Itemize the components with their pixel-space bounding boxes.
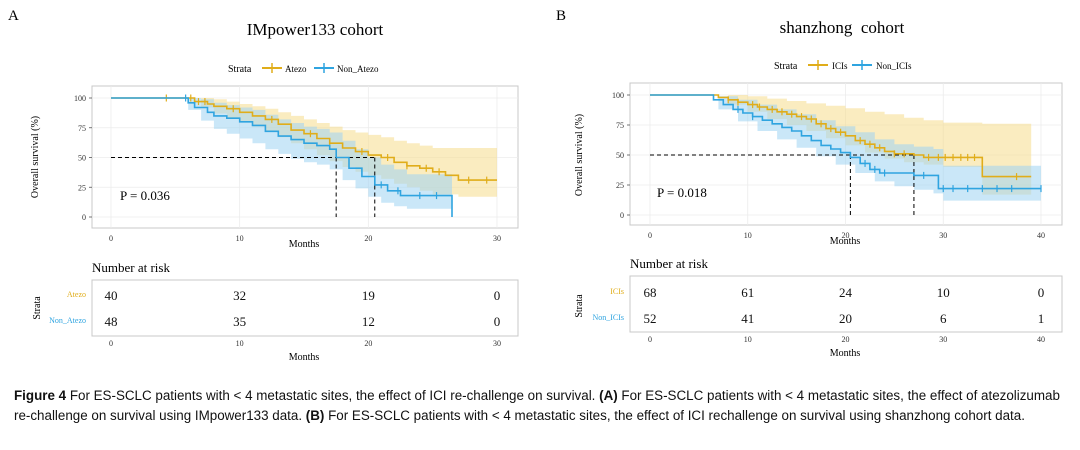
risk-row-label-icis: ICIs xyxy=(610,287,624,296)
x-tick-label: 30 xyxy=(493,234,501,243)
legend-b: Strata ICIs Non_ICIs xyxy=(774,60,912,72)
y-tick-label: 0 xyxy=(620,211,624,220)
risk-value: 24 xyxy=(839,285,853,300)
y-tick-label: 75 xyxy=(78,124,86,133)
y-tick-label: 100 xyxy=(612,91,624,100)
risk-x-tick-label: 20 xyxy=(842,335,850,344)
x-tick-label: 40 xyxy=(1037,231,1045,240)
x-axis-label-b: Months xyxy=(830,236,861,247)
risk-value: 20 xyxy=(839,311,852,326)
risk-value: 32 xyxy=(233,288,246,303)
x-tick-label: 20 xyxy=(364,234,372,243)
risk-x-label-a: Months xyxy=(289,352,320,363)
risk-value: 0 xyxy=(494,288,501,303)
y-tick-label: 0 xyxy=(82,213,86,222)
x-tick-label: 10 xyxy=(744,231,752,240)
risk-value: 6 xyxy=(940,311,947,326)
risk-value: 61 xyxy=(741,285,754,300)
x-tick-label: 30 xyxy=(939,231,947,240)
risk-row-label-non-icis: Non_ICIs xyxy=(592,313,624,322)
risk-value: 52 xyxy=(644,311,657,326)
risk-row-label-atezo: Atezo xyxy=(67,290,86,299)
risk-value: 1 xyxy=(1038,311,1045,326)
legend-label-atezo: Atezo xyxy=(285,64,307,74)
risk-value: 10 xyxy=(937,285,950,300)
risk-x-tick-label: 10 xyxy=(236,339,244,348)
panel-b: B shanzhong cohort Strata ICIs Non_ICIs … xyxy=(556,8,1063,359)
y-tick-label: 75 xyxy=(616,121,624,130)
risk-axis-label-b: Strata xyxy=(574,294,585,318)
legend-title-b: Strata xyxy=(774,61,798,72)
legend-label-icis: ICIs xyxy=(832,61,848,71)
y-tick-label: 50 xyxy=(78,154,86,163)
risk-value: 40 xyxy=(105,288,118,303)
p-value-b: P = 0.018 xyxy=(657,185,707,200)
risk-value: 41 xyxy=(741,311,754,326)
caption-text-1: For ES-SCLC patients with < 4 metastatic… xyxy=(66,388,600,403)
x-tick-label: 0 xyxy=(648,231,652,240)
risk-x-tick-label: 30 xyxy=(939,335,947,344)
risk-x-tick-label: 0 xyxy=(109,339,113,348)
risk-table-box-b xyxy=(629,275,1063,333)
survival-curves-a xyxy=(111,94,497,217)
y-tick-label: 50 xyxy=(616,151,624,160)
y-tick-label: 25 xyxy=(78,183,86,192)
survival-curve-control xyxy=(650,94,1041,190)
chart-title-b: shanzhong cohort xyxy=(780,18,905,37)
risk-table-title-a: Number at risk xyxy=(92,260,170,275)
risk-value: 35 xyxy=(233,314,246,329)
risk-value: 48 xyxy=(105,314,118,329)
risk-value: 12 xyxy=(362,314,375,329)
y-axis-label-b: Overall survival (%) xyxy=(574,114,585,196)
risk-values-a: 40 32 19 0 48 35 12 0 0 10 20 30 xyxy=(105,288,502,348)
ci-band-control xyxy=(650,95,1041,201)
y-tick-label: 100 xyxy=(74,94,86,103)
x-axis-label-a: Months xyxy=(289,239,320,250)
risk-value: 19 xyxy=(362,288,375,303)
risk-x-tick-label: 30 xyxy=(493,339,501,348)
survival-curves-b xyxy=(650,94,1042,215)
panel-a: A IMpower133 cohort Strata Atezo Non_Ate… xyxy=(8,8,519,363)
ci-bands-b xyxy=(650,95,1041,201)
legend-label-non-icis: Non_ICIs xyxy=(876,61,912,71)
risk-axis-label-a: Strata xyxy=(32,296,43,320)
axis-ticks-a: 0 10 20 30 0 25 50 75 100 xyxy=(74,94,501,243)
caption-b-label: (B) xyxy=(305,408,325,423)
figure-canvas: A IMpower133 cohort Strata Atezo Non_Ate… xyxy=(8,8,1063,363)
risk-x-tick-label: 0 xyxy=(648,335,652,344)
legend-label-non-atezo: Non_Atezo xyxy=(337,64,379,74)
survival-curve-control xyxy=(111,97,453,217)
axis-ticks-b: 0 10 20 30 40 0 25 50 75 100 xyxy=(612,91,1045,240)
ci-band-control xyxy=(111,98,452,209)
caption-text-3: For ES-SCLC patients with < 4 metastatic… xyxy=(324,408,1025,423)
risk-table-title-b: Number at risk xyxy=(630,256,708,271)
x-tick-label: 20 xyxy=(842,231,850,240)
risk-values-b: 68 61 24 10 052 41 20 6 10 10 20 30 40 xyxy=(644,285,1046,344)
y-axis-label-a: Overall survival (%) xyxy=(30,116,41,198)
ci-bands-a xyxy=(111,98,497,209)
figure-caption: Figure 4 For ES-SCLC patients with < 4 m… xyxy=(14,386,1070,426)
legend-title-a: Strata xyxy=(228,64,252,75)
x-tick-label: 10 xyxy=(236,234,244,243)
caption-figure-label: Figure 4 xyxy=(14,388,67,403)
p-value-a: P = 0.036 xyxy=(120,188,170,203)
risk-value: 0 xyxy=(494,314,501,329)
risk-value: 68 xyxy=(644,285,657,300)
y-tick-label: 25 xyxy=(616,181,624,190)
x-tick-label: 0 xyxy=(109,234,113,243)
panel-label-b: B xyxy=(556,8,566,24)
risk-table-box-a xyxy=(91,279,519,337)
risk-row-label-non-atezo: Non_Atezo xyxy=(49,316,86,325)
risk-x-tick-label: 40 xyxy=(1037,335,1045,344)
panel-label-a: A xyxy=(8,8,19,24)
legend-a: Strata Atezo Non_Atezo xyxy=(228,63,379,75)
risk-value: 0 xyxy=(1038,285,1045,300)
risk-x-label-b: Months xyxy=(830,348,861,359)
chart-title-a: IMpower133 cohort xyxy=(247,20,384,39)
risk-x-tick-label: 20 xyxy=(364,339,372,348)
risk-x-tick-label: 10 xyxy=(744,335,752,344)
survival-curve-treated xyxy=(111,97,497,181)
caption-text-2: For ES-SCLC patients with < 4 metastatic… xyxy=(14,388,1060,423)
caption-a-label: (A) xyxy=(599,388,618,403)
